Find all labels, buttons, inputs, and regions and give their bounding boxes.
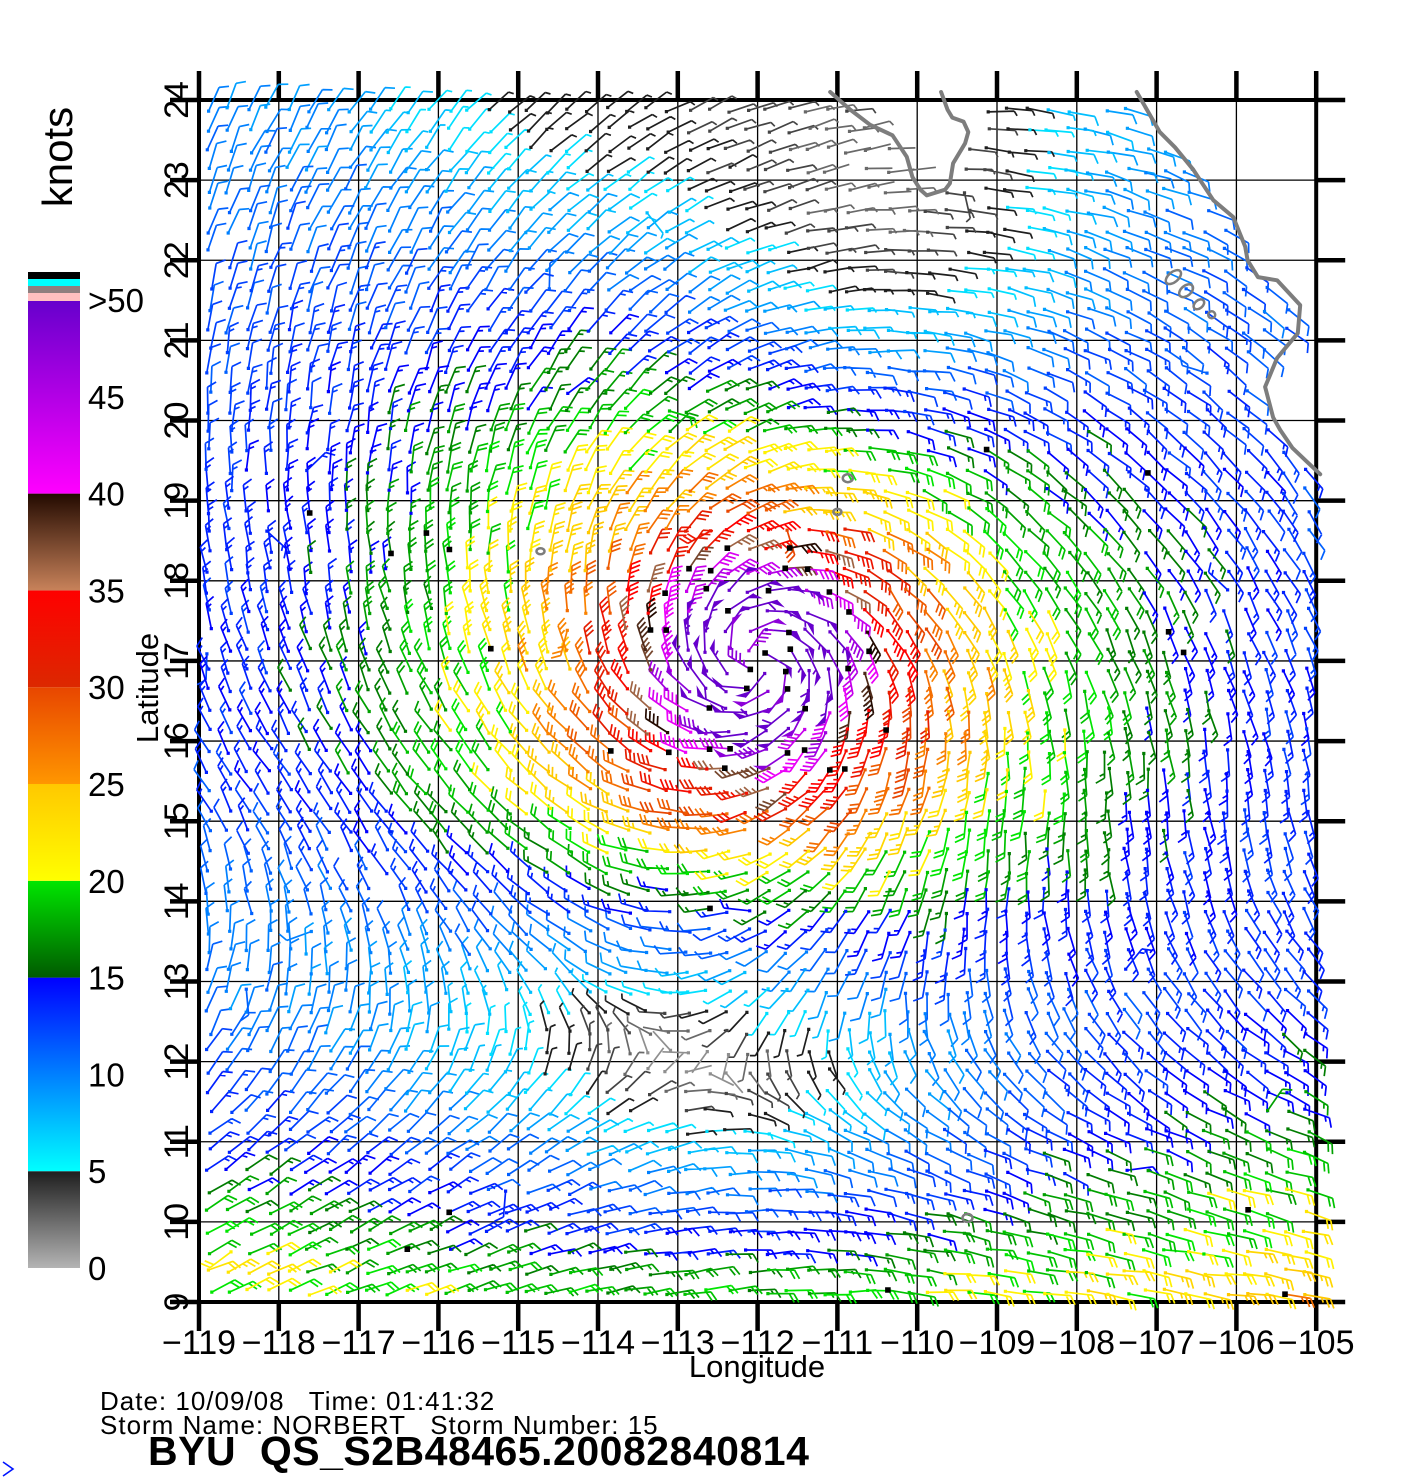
x-tick-label: −110 — [880, 1324, 954, 1362]
y-tick-label: 12 — [158, 1043, 196, 1081]
x-tick-label: −109 — [959, 1324, 1036, 1362]
island-outline — [832, 507, 843, 517]
y-tick-label: 15 — [158, 802, 196, 840]
axis-tick-labels: −119 −118 −117 −116 −115 −114 −113 −112 −111 −110… — [158, 81, 1354, 1362]
colorbar-tick-label: 20 — [88, 863, 125, 900]
island-outline — [961, 1212, 974, 1224]
y-tick-label: 16 — [158, 722, 196, 760]
y-tick-label: 22 — [158, 241, 196, 279]
x-tick-label: −119 — [162, 1324, 236, 1362]
coastline — [828, 90, 1323, 477]
island-outline — [535, 546, 546, 556]
x-tick-label: −116 — [401, 1324, 475, 1362]
y-tick-label: 10 — [158, 1203, 196, 1241]
x-axis-title: Longitude — [689, 1349, 825, 1384]
colorbar: >50 45 40 35 30 25 20 15 10 5 0 — [28, 272, 144, 1287]
colorbar-title: knots — [34, 107, 81, 207]
x-tick-label: −111 — [802, 1324, 874, 1362]
island-outline — [841, 472, 855, 484]
colorbar-tick-label: 40 — [88, 476, 125, 513]
date-time-line: Date: 10/09/08 Time: 01:41:32 — [100, 1386, 496, 1416]
x-tick-label: −106 — [1198, 1324, 1275, 1362]
colorbar-tick-label: >50 — [88, 282, 144, 319]
y-tick-label: 23 — [158, 161, 196, 199]
island-outline — [1177, 283, 1195, 299]
coastline-baja_california — [828, 90, 971, 198]
colorbar-tick-label: 25 — [88, 766, 125, 803]
y-tick-label: 20 — [158, 402, 196, 440]
x-tick-label: −112 — [721, 1324, 795, 1362]
colorbar-tick-label: 10 — [88, 1056, 125, 1093]
colorbar-tick-label: 0 — [88, 1250, 106, 1287]
y-tick-label: 14 — [158, 882, 196, 920]
plot-grid — [170, 71, 1346, 1331]
colorbar-tick-label: 5 — [88, 1153, 106, 1190]
x-tick-label: −107 — [1118, 1324, 1195, 1362]
x-tick-label: −113 — [641, 1324, 715, 1362]
rain-flag-markers — [306, 446, 1288, 1297]
y-tick-label: 24 — [158, 81, 196, 119]
x-tick-label: −108 — [1039, 1324, 1116, 1362]
colorbar-tick-label: 45 — [88, 379, 125, 416]
island-outline — [1192, 298, 1206, 311]
y-tick-label: 9 — [158, 1293, 196, 1312]
storm-info-line: Storm Name: NORBERT Storm Number: 15 — [100, 1410, 659, 1440]
coastline-mainland_mexico — [1134, 90, 1323, 477]
y-tick-label: 17 — [158, 642, 196, 680]
stray-barb-fragment — [2, 1461, 15, 1477]
y-tick-label: 21 — [158, 321, 196, 359]
colorbar-tick-label: 30 — [88, 669, 125, 706]
y-tick-label: 19 — [158, 482, 196, 520]
y-axis-title: Latitude — [130, 633, 165, 743]
wind-barb-field — [193, 80, 1336, 1311]
colorbar-tick-label: 15 — [88, 960, 125, 997]
y-tick-label: 18 — [158, 562, 196, 600]
x-tick-label: −115 — [481, 1324, 555, 1362]
x-tick-label: −105 — [1278, 1324, 1355, 1362]
island-outline — [1206, 310, 1217, 320]
y-tick-label: 11 — [158, 1124, 196, 1159]
islands — [535, 268, 1217, 1224]
y-tick-label: 13 — [158, 963, 196, 1001]
x-tick-label: −117 — [322, 1324, 396, 1362]
x-tick-label: −114 — [561, 1324, 635, 1362]
figure-title: BYU QS_S2B48465.20082840814 — [148, 1428, 810, 1474]
colorbar-tick-label: 35 — [88, 572, 125, 609]
x-tick-label: −118 — [242, 1324, 316, 1362]
island-outline — [1164, 268, 1183, 286]
